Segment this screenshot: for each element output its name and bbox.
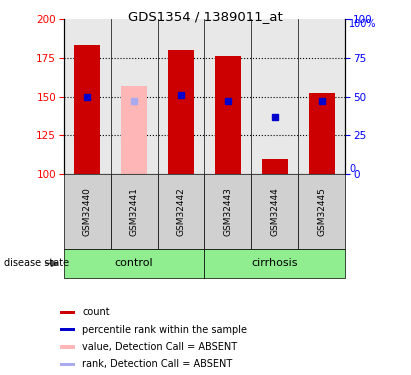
Bar [157,19,205,174]
Text: GDS1354 / 1389011_at: GDS1354 / 1389011_at [128,10,283,24]
Text: 100%: 100% [349,19,377,29]
Bar [111,19,157,174]
Bar [74,45,100,174]
Bar [60,328,75,332]
Bar [60,363,75,366]
Text: 0: 0 [349,164,356,174]
Text: disease state: disease state [4,258,69,268]
Text: count: count [82,308,110,317]
Text: GSM32444: GSM32444 [270,188,279,236]
Text: GSM32443: GSM32443 [224,188,233,236]
Bar [298,19,345,174]
Bar [121,86,147,174]
Text: GSM32442: GSM32442 [176,188,185,236]
Bar [168,50,194,174]
Bar [252,174,298,249]
Bar [205,174,252,249]
Bar [262,159,288,174]
Bar [205,249,345,278]
Bar [111,174,157,249]
Bar [60,311,75,314]
Text: GSM32440: GSM32440 [83,188,92,236]
Bar [205,19,252,174]
Text: GSM32445: GSM32445 [317,188,326,236]
Bar [309,93,335,174]
Text: percentile rank within the sample: percentile rank within the sample [82,325,247,335]
Bar [64,249,205,278]
Bar [252,19,298,174]
Bar [64,19,111,174]
Bar [157,174,205,249]
Bar [298,174,345,249]
Text: cirrhosis: cirrhosis [252,258,298,268]
Text: rank, Detection Call = ABSENT: rank, Detection Call = ABSENT [82,360,233,369]
Text: GSM32441: GSM32441 [129,188,139,236]
Bar [60,345,75,349]
Bar [64,174,111,249]
Text: value, Detection Call = ABSENT: value, Detection Call = ABSENT [82,342,238,352]
Bar [215,56,241,174]
Text: control: control [115,258,153,268]
